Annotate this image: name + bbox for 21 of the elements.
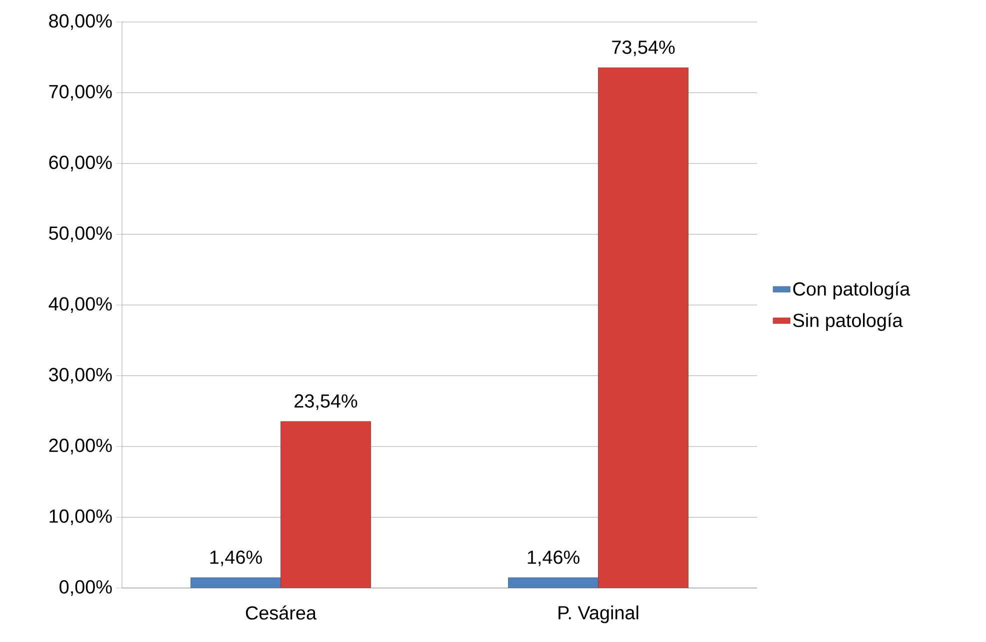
data-label: 73,54% [612,40,675,56]
y-tick-label: 70,00% [49,84,112,101]
data-label: 1,46% [210,550,262,566]
data-label: 23,54% [294,394,358,410]
x-tick-label: Cesárea [246,606,317,620]
bar [190,578,281,588]
bar [280,421,371,588]
y-tick-label: 20,00% [49,438,112,454]
y-tick-label: 0,00% [60,580,112,596]
bar [598,68,688,588]
legend-label: Con patología [793,282,910,300]
bar [508,577,598,588]
data-label: 1,46% [528,550,580,566]
y-tick-label: 50,00% [49,226,112,242]
legend-label: Sin patología [793,312,903,331]
y-tick-label: 40,00% [48,297,112,313]
x-tick-label: P. Vaginal [558,606,638,624]
y-tick-label: 30,00% [49,368,112,384]
y-tick-label: 60,00% [49,156,112,172]
y-tick-label: 80,00% [49,14,112,30]
y-tick-label: 10,00% [50,509,112,526]
